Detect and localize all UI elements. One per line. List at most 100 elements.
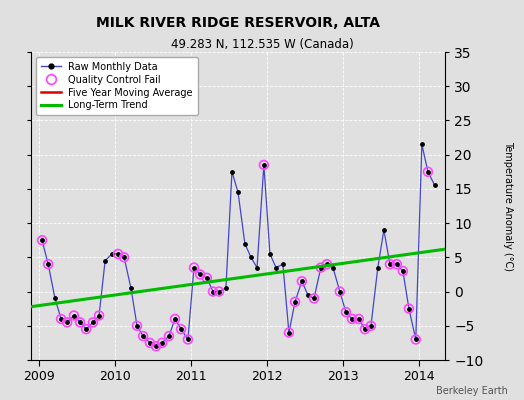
- Point: [418, 141, 426, 148]
- Point: [89, 319, 97, 326]
- Point: [386, 261, 394, 267]
- Point: [367, 322, 375, 329]
- Point: [139, 333, 147, 339]
- Point: [38, 237, 46, 244]
- Point: [316, 264, 325, 271]
- Point: [152, 343, 160, 350]
- Point: [114, 251, 122, 257]
- Point: [399, 268, 407, 274]
- Point: [184, 336, 192, 343]
- Point: [272, 264, 280, 271]
- Point: [260, 162, 268, 168]
- Point: [158, 340, 166, 346]
- Point: [101, 258, 110, 264]
- Point: [342, 309, 350, 315]
- Point: [120, 254, 128, 260]
- Point: [127, 285, 135, 291]
- Point: [95, 312, 103, 319]
- Point: [171, 316, 179, 322]
- Point: [298, 278, 306, 284]
- Point: [63, 319, 71, 326]
- Point: [158, 340, 166, 346]
- Point: [392, 261, 401, 267]
- Point: [411, 336, 420, 343]
- Point: [304, 292, 312, 298]
- Point: [348, 316, 356, 322]
- Point: [139, 333, 147, 339]
- Point: [260, 162, 268, 168]
- Point: [89, 319, 97, 326]
- Point: [190, 264, 198, 271]
- Point: [196, 271, 204, 278]
- Point: [424, 168, 432, 175]
- Point: [431, 182, 439, 189]
- Point: [386, 261, 394, 267]
- Point: [291, 299, 299, 305]
- Point: [355, 316, 363, 322]
- Point: [285, 330, 293, 336]
- Point: [279, 261, 287, 267]
- Point: [76, 319, 84, 326]
- Point: [95, 312, 103, 319]
- Point: [399, 268, 407, 274]
- Point: [348, 316, 356, 322]
- Y-axis label: Temperature Anomaly (°C): Temperature Anomaly (°C): [503, 141, 513, 271]
- Point: [57, 316, 66, 322]
- Point: [374, 264, 382, 271]
- Point: [380, 227, 388, 233]
- Point: [215, 288, 223, 295]
- Point: [241, 240, 249, 247]
- Point: [165, 333, 173, 339]
- Point: [171, 316, 179, 322]
- Point: [203, 275, 211, 281]
- Point: [70, 312, 78, 319]
- Point: [342, 309, 350, 315]
- Point: [152, 343, 160, 350]
- Point: [323, 261, 331, 267]
- Point: [165, 333, 173, 339]
- Point: [177, 326, 185, 332]
- Point: [266, 251, 274, 257]
- Point: [82, 326, 90, 332]
- Point: [209, 288, 217, 295]
- Point: [222, 285, 230, 291]
- Point: [57, 316, 66, 322]
- Point: [44, 261, 52, 267]
- Point: [146, 340, 154, 346]
- Point: [367, 322, 375, 329]
- Point: [336, 288, 344, 295]
- Point: [228, 168, 236, 175]
- Point: [38, 237, 46, 244]
- Point: [285, 330, 293, 336]
- Point: [120, 254, 128, 260]
- Point: [355, 316, 363, 322]
- Point: [310, 295, 318, 302]
- Point: [424, 168, 432, 175]
- Legend: Raw Monthly Data, Quality Control Fail, Five Year Moving Average, Long-Term Tren: Raw Monthly Data, Quality Control Fail, …: [36, 57, 198, 115]
- Point: [70, 312, 78, 319]
- Point: [411, 336, 420, 343]
- Point: [51, 295, 59, 302]
- Point: [133, 322, 141, 329]
- Point: [253, 264, 261, 271]
- Point: [336, 288, 344, 295]
- Point: [108, 251, 116, 257]
- Point: [44, 261, 52, 267]
- Point: [361, 326, 369, 332]
- Point: [310, 295, 318, 302]
- Point: [323, 261, 331, 267]
- Point: [209, 288, 217, 295]
- Point: [177, 326, 185, 332]
- Text: Berkeley Earth: Berkeley Earth: [436, 386, 508, 396]
- Point: [247, 254, 255, 260]
- Point: [234, 189, 242, 196]
- Point: [133, 322, 141, 329]
- Point: [291, 299, 299, 305]
- Point: [316, 264, 325, 271]
- Point: [329, 264, 337, 271]
- Point: [184, 336, 192, 343]
- Title: MILK RIVER RIDGE RESERVOIR, ALTA: MILK RIVER RIDGE RESERVOIR, ALTA: [96, 16, 380, 30]
- Point: [203, 275, 211, 281]
- Point: [76, 319, 84, 326]
- Point: [63, 319, 71, 326]
